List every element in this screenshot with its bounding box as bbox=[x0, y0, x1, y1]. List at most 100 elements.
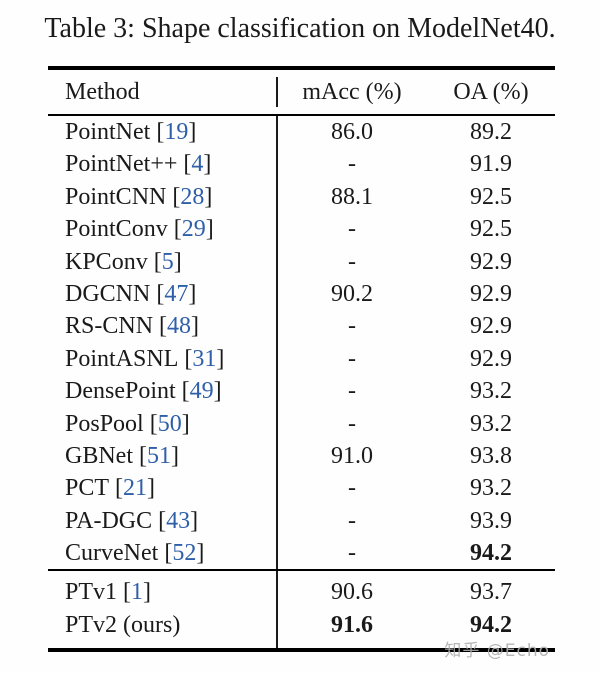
method-cell: CurveNet52 bbox=[48, 537, 277, 569]
citation-link[interactable]: 5 bbox=[154, 249, 182, 275]
oa-cell: 93.2 bbox=[470, 378, 512, 405]
method-cell: PosPool50 bbox=[48, 408, 277, 440]
table-row: KPConv5 - 92.9 bbox=[48, 246, 555, 278]
table-row: PointCNN28 88.1 92.5 bbox=[48, 181, 555, 213]
top-rule bbox=[48, 66, 555, 70]
method-name: PTv1 bbox=[65, 579, 118, 606]
method-cell: PointConv29 bbox=[48, 213, 277, 245]
method-name: PTv2 (ours) bbox=[65, 611, 181, 638]
citation-link[interactable]: 19 bbox=[156, 119, 196, 145]
method-cell: RS-CNN48 bbox=[48, 310, 277, 342]
citation-link[interactable]: 49 bbox=[182, 378, 222, 404]
oa-cell: 92.9 bbox=[470, 345, 512, 372]
header-rule bbox=[48, 114, 555, 116]
method-name: KPConv bbox=[65, 248, 148, 275]
macc-cell: - bbox=[348, 248, 356, 275]
macc-cell: - bbox=[348, 540, 356, 567]
table-row: PTv11 90.6 93.7 bbox=[48, 576, 555, 608]
macc-cell: 91.0 bbox=[331, 442, 373, 469]
citation-link[interactable]: 4 bbox=[183, 151, 211, 177]
results-table: Method mAcc (%) OA (%) PointNet19 86.0 8… bbox=[48, 66, 555, 653]
method-cell: DensePoint49 bbox=[48, 375, 277, 407]
table-row: PTv2 (ours) 91.6 94.2 bbox=[48, 609, 555, 641]
oa-cell: 93.9 bbox=[470, 507, 512, 534]
method-cell: PointNet19 bbox=[48, 116, 277, 148]
macc-cell: - bbox=[348, 410, 356, 437]
method-cell: PTv2 (ours) bbox=[48, 609, 277, 641]
citation-link[interactable]: 43 bbox=[158, 508, 198, 534]
citation-link[interactable]: 1 bbox=[123, 579, 151, 605]
method-name: DGCNN bbox=[65, 280, 151, 307]
table-caption: Table 3: Shape classification on ModelNe… bbox=[44, 13, 556, 44]
table-row: PointNet++4 - 91.9 bbox=[48, 148, 555, 180]
citation-link[interactable]: 52 bbox=[164, 540, 204, 566]
macc-cell: 88.1 bbox=[331, 183, 373, 210]
column-divider bbox=[276, 116, 278, 570]
table-row: PointASNL31 - 92.9 bbox=[48, 343, 555, 375]
method-name: PointASNL bbox=[65, 345, 179, 372]
macc-cell: 91.6 bbox=[331, 611, 373, 638]
table-row: PointNet19 86.0 89.2 bbox=[48, 116, 555, 148]
column-divider bbox=[276, 77, 278, 107]
method-name: PointNet++ bbox=[65, 151, 178, 178]
table-row: PA-DGC43 - 93.9 bbox=[48, 505, 555, 537]
macc-cell: 90.6 bbox=[331, 579, 373, 606]
bottom-rule bbox=[48, 648, 555, 653]
macc-cell: 86.0 bbox=[331, 119, 373, 145]
method-cell: PCT21 bbox=[48, 472, 277, 504]
method-cell: GBNet51 bbox=[48, 440, 277, 472]
macc-cell: 90.2 bbox=[331, 280, 373, 307]
oa-cell: 92.9 bbox=[470, 313, 512, 340]
table-body-section: PointNet19 86.0 89.2 PointNet++4 - 91.9 … bbox=[48, 116, 555, 570]
oa-cell: 94.2 bbox=[470, 540, 512, 567]
method-name: DensePoint bbox=[65, 378, 176, 405]
oa-cell: 92.5 bbox=[470, 183, 512, 210]
method-cell: PointCNN28 bbox=[48, 181, 277, 213]
macc-cell: - bbox=[348, 313, 356, 340]
citation-link[interactable]: 50 bbox=[150, 411, 190, 437]
method-name: PointConv bbox=[65, 216, 168, 243]
method-name: RS-CNN bbox=[65, 313, 154, 340]
table-row: DGCNN47 90.2 92.9 bbox=[48, 278, 555, 310]
table-row: CurveNet52 - 94.2 bbox=[48, 537, 555, 569]
method-name: GBNet bbox=[65, 442, 133, 469]
method-cell: KPConv5 bbox=[48, 246, 277, 278]
macc-cell: - bbox=[348, 345, 356, 372]
table-row: PCT21 - 93.2 bbox=[48, 472, 555, 504]
method-cell: DGCNN47 bbox=[48, 278, 277, 310]
macc-cell: - bbox=[348, 507, 356, 534]
method-name: PCT bbox=[65, 475, 110, 502]
citation-link[interactable]: 48 bbox=[159, 313, 199, 339]
method-name: PointCNN bbox=[65, 183, 167, 210]
table-row: RS-CNN48 - 92.9 bbox=[48, 310, 555, 342]
method-name: PosPool bbox=[65, 410, 144, 437]
oa-cell: 94.2 bbox=[470, 611, 512, 638]
macc-cell: - bbox=[348, 151, 356, 178]
header-method: Method bbox=[65, 78, 140, 105]
citation-link[interactable]: 29 bbox=[174, 216, 214, 242]
table-row: GBNet51 91.0 93.8 bbox=[48, 440, 555, 472]
oa-cell: 92.9 bbox=[470, 248, 512, 275]
table-header-row: Method mAcc (%) OA (%) bbox=[48, 70, 555, 114]
macc-cell: - bbox=[348, 378, 356, 405]
table-row: DensePoint49 - 93.2 bbox=[48, 375, 555, 407]
method-cell: PointASNL31 bbox=[48, 343, 277, 375]
watermark: 知乎 @Echo bbox=[444, 641, 550, 661]
citation-link[interactable]: 28 bbox=[172, 184, 212, 210]
citation-link[interactable]: 47 bbox=[156, 281, 196, 307]
citation-link[interactable]: 51 bbox=[139, 443, 179, 469]
citation-link[interactable]: 31 bbox=[184, 346, 224, 372]
oa-cell: 93.2 bbox=[470, 475, 512, 502]
oa-cell: 92.5 bbox=[470, 216, 512, 243]
oa-cell: 93.8 bbox=[470, 442, 512, 469]
column-divider bbox=[276, 571, 278, 649]
method-cell: PTv11 bbox=[48, 576, 277, 608]
table-row: PointConv29 - 92.5 bbox=[48, 213, 555, 245]
oa-cell: 91.9 bbox=[470, 151, 512, 178]
header-oa: OA (%) bbox=[453, 78, 529, 105]
header-macc: mAcc (%) bbox=[302, 78, 402, 105]
macc-cell: - bbox=[348, 475, 356, 502]
mid-rule bbox=[48, 569, 555, 572]
citation-link[interactable]: 21 bbox=[115, 475, 155, 501]
